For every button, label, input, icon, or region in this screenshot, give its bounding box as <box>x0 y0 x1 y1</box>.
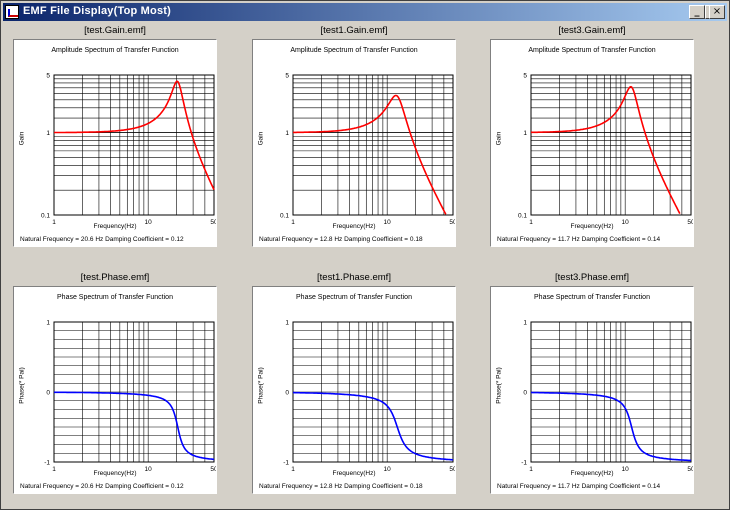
minimize-button[interactable]: _ <box>689 5 705 19</box>
y-tick-label: 0.1 <box>41 213 50 220</box>
chart-panel: Phase Spectrum of Transfer Function Phase… <box>252 286 456 494</box>
panel-file-title: [test3.Gain.emf] <box>558 25 626 36</box>
parameter-readout: Natural Frequency = 20.6 Hz Damping Coef… <box>20 483 184 490</box>
y-tick-label: 5 <box>46 73 50 80</box>
chart-title: Phase Spectrum of Transfer Function <box>534 294 650 301</box>
y-tick-label: 0.1 <box>280 213 289 220</box>
series-line <box>531 391 692 462</box>
chart-panel: Amplitude Spectrum of Transfer Function G… <box>13 39 217 247</box>
y-tick-label: 1 <box>523 130 527 137</box>
y-tick-label: 0 <box>285 390 289 397</box>
x-axis-label: Frequency(Hz) <box>93 223 137 230</box>
chart-panel: Amplitude Spectrum of Transfer Function G… <box>490 39 694 247</box>
title-bar[interactable]: EMF File Display(Top Most) _ □ <box>3 3 727 21</box>
x-tick-label: 50 <box>449 466 455 473</box>
x-axis-label: Frequency(Hz) <box>332 470 376 477</box>
y-tick-label: 0.1 <box>518 213 527 220</box>
x-tick-label: 1 <box>52 219 56 226</box>
x-tick-label: 50 <box>210 466 216 473</box>
x-tick-label: 10 <box>384 219 392 226</box>
x-tick-label: 1 <box>52 466 56 473</box>
x-tick-label: 1 <box>291 466 295 473</box>
chart-title: Phase Spectrum of Transfer Function <box>57 294 173 301</box>
chart-panel: Amplitude Spectrum of Transfer Function G… <box>252 39 456 247</box>
plot-frame <box>53 74 215 216</box>
panel-file-title: [test.Phase.emf] <box>80 272 150 283</box>
y-tick-label: 5 <box>285 73 289 80</box>
y-tick-label: -1 <box>521 460 527 467</box>
series-line <box>293 94 447 215</box>
chart-title: Amplitude Spectrum of Transfer Function <box>528 47 656 54</box>
panel-file-title: [test.Gain.emf] <box>84 25 146 36</box>
y-tick-label: 1 <box>46 130 50 137</box>
parameter-readout: Natural Frequency = 11.7 Hz Damping Coef… <box>497 483 661 490</box>
x-tick-label: 50 <box>687 219 693 226</box>
window-title: EMF File Display(Top Most) <box>23 5 171 17</box>
parameter-readout: Natural Frequency = 12.8 Hz Damping Coef… <box>259 483 423 490</box>
y-tick-label: 1 <box>285 320 289 327</box>
y-tick-label: 5 <box>523 73 527 80</box>
x-axis-label: Frequency(Hz) <box>93 470 137 477</box>
chart-title: Amplitude Spectrum of Transfer Function <box>51 47 179 54</box>
parameter-readout: Natural Frequency = 12.8 Hz Damping Coef… <box>259 236 423 243</box>
x-tick-label: 10 <box>145 466 153 473</box>
x-tick-label: 10 <box>145 219 153 226</box>
series-line <box>531 85 681 214</box>
y-tick-label: 0 <box>46 390 50 397</box>
x-tick-label: 10 <box>384 466 392 473</box>
x-tick-label: 50 <box>449 219 455 226</box>
parameter-readout: Natural Frequency = 11.7 Hz Damping Coef… <box>497 236 661 243</box>
x-tick-label: 10 <box>622 219 630 226</box>
panel-file-title: [test3.Phase.emf] <box>555 272 629 283</box>
y-tick-label: 0 <box>523 390 527 397</box>
x-tick-label: 50 <box>210 219 216 226</box>
plot-frame <box>292 74 454 216</box>
close-button[interactable]: × <box>709 5 725 19</box>
x-tick-label: 1 <box>529 219 533 226</box>
x-axis-label: Frequency(Hz) <box>332 223 376 230</box>
series-line <box>54 80 215 191</box>
chart-panel: Phase Spectrum of Transfer Function Phase… <box>13 286 217 494</box>
series-line <box>293 391 453 461</box>
parameter-readout: Natural Frequency = 20.6 Hz Damping Coef… <box>20 236 184 243</box>
x-tick-label: 10 <box>622 466 630 473</box>
chart-title: Phase Spectrum of Transfer Function <box>296 294 412 301</box>
app-icon[interactable] <box>5 5 19 19</box>
panel-file-title: [test1.Phase.emf] <box>317 272 391 283</box>
client-area: [test.Gain.emf] Amplitude Spectrum of Tra… <box>3 22 727 507</box>
x-tick-label: 50 <box>687 466 693 473</box>
y-tick-label: 1 <box>285 130 289 137</box>
x-tick-label: 1 <box>291 219 295 226</box>
chart-panel: Phase Spectrum of Transfer Function Phase… <box>490 286 694 494</box>
chart-title: Amplitude Spectrum of Transfer Function <box>290 47 418 54</box>
series-line <box>54 391 215 461</box>
y-tick-label: 1 <box>523 320 527 327</box>
panel-file-title: [test1.Gain.emf] <box>320 25 388 36</box>
plot-frame <box>530 74 692 216</box>
y-tick-label: 1 <box>46 320 50 327</box>
x-tick-label: 1 <box>529 466 533 473</box>
x-axis-label: Frequency(Hz) <box>570 470 614 477</box>
y-tick-label: -1 <box>44 460 50 467</box>
x-axis-label: Frequency(Hz) <box>570 223 614 230</box>
y-tick-label: -1 <box>283 460 289 467</box>
